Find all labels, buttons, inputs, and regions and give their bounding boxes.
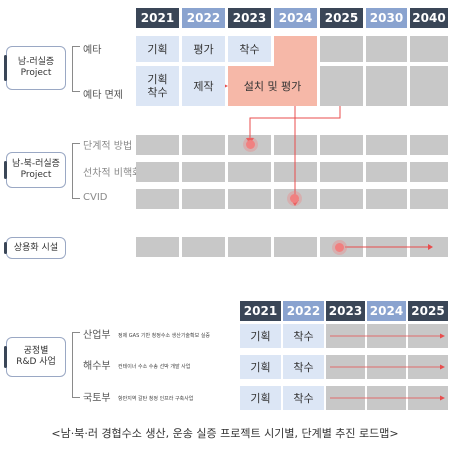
cell-empty [320,66,363,106]
cell-empty [320,135,363,155]
category-label: 상용화 시설 [13,242,59,253]
cell-empty [228,162,271,182]
year-header-2021: 2021 [136,8,179,28]
cell-start-label: 착수 [147,86,168,99]
category-accent [4,346,7,368]
cell-empty [410,36,448,62]
year-header-2024: 2024 [274,8,317,28]
cell-evaluate: 평가 [182,36,225,62]
milestone-dot [335,243,344,252]
row-label-cvid: CVID [83,192,108,203]
year-header-2025: 2025 [320,8,363,28]
category-south-north-russia: 남-북-러실증 Project [4,152,66,188]
cell-empty [366,162,407,182]
cell-empty [182,189,225,209]
row-label-yeta-exempt: 예타 면제 [83,90,123,101]
cell-empty [366,66,407,106]
cell-empty [274,237,317,257]
cell-empty [366,189,407,209]
cell-plan: 기획 [136,36,179,62]
row-bracket [72,143,80,199]
cell-start: 착수 [283,355,324,379]
cell-empty [136,237,179,257]
cell-empty [410,162,448,182]
project-desc: 컨테이너 수소 수송 선박 개발 사업 [118,364,191,370]
category-label-line1: 남-러실증 [17,57,55,67]
cell-empty [410,66,448,106]
cell-empty [228,237,271,257]
cell-plan: 기획 [240,355,281,379]
category-label-line2: Project [20,170,52,180]
year-header-2022: 2022 [283,301,324,321]
cell-start: 착수 [283,386,324,410]
ministry-label-molit: 국토부 [83,393,111,404]
category-accent [4,242,7,254]
category-process-rnd: 공정별 R&D 사업 [4,337,66,377]
row-label-denuclear-first: 선차적 비핵화 [83,168,142,179]
ministry-label-motie: 산업부 [83,330,111,341]
category-accent [4,161,7,179]
cell-empty [366,36,407,62]
year-header-2023: 2023 [326,301,365,321]
project-desc: 정제 GAS 기반 청정수소 생산기술확보 실증 [118,333,211,339]
year-header-2024: 2024 [367,301,406,321]
cell-install-evaluate: 설치 및 평가 [228,66,317,106]
cell-empty [228,189,271,209]
connector-arrows [246,106,433,250]
category-label-line2: R&D 사업 [16,357,56,367]
cell-empty [136,162,179,182]
cell-plan: 기획 [240,324,281,348]
cell-empty [320,189,363,209]
row-bracket [72,332,80,398]
cell-plan-start: 기획 착수 [136,66,179,106]
progress-arrows [330,333,445,401]
category-south-russia: 남-러실증 Project [4,46,66,90]
cell-empty [182,135,225,155]
year-header-2040: 2040 [410,8,448,28]
project-desc: 항만지역 갈탄 청정 인프라 구축사업 [118,396,194,402]
cell-empty [410,189,448,209]
ministry-label-mof: 해수부 [83,361,111,372]
row-bracket [72,46,80,92]
cell-start: 착수 [228,36,271,62]
year-header-2023: 2023 [228,8,271,28]
category-commercial-facility: 상용화 시설 [4,237,66,259]
cell-plan-label: 기획 [147,73,168,86]
category-label-line2: Project [20,68,52,78]
milestone-dot [290,194,299,203]
year-header-2021: 2021 [240,301,281,321]
milestone-dot [246,140,255,149]
cell-empty [182,162,225,182]
cell-empty [136,135,179,155]
cell-start: 착수 [283,324,324,348]
cell-empty [320,36,363,62]
cell-empty [366,135,407,155]
cell-produce: 제작 [182,66,225,106]
cell-empty [182,237,225,257]
category-label-line1: 남-북-러실증 [12,159,60,169]
row-label-yeta: 예타 [83,45,102,56]
cell-empty [410,135,448,155]
cell-empty [136,189,179,209]
cell-plan: 기획 [240,386,281,410]
year-header-2030: 2030 [366,8,407,28]
year-header-2025: 2025 [408,301,448,321]
row-label-stepwise: 단계적 방법 [83,141,133,152]
cell-empty [320,162,363,182]
category-accent [4,55,7,81]
year-header-2022: 2022 [182,8,225,28]
figure-caption: <남·북·러 경협수소 생산, 운송 실증 프로젝트 시기별, 단계별 추진 로… [51,427,399,440]
category-label-line1: 공정별 [23,346,49,356]
